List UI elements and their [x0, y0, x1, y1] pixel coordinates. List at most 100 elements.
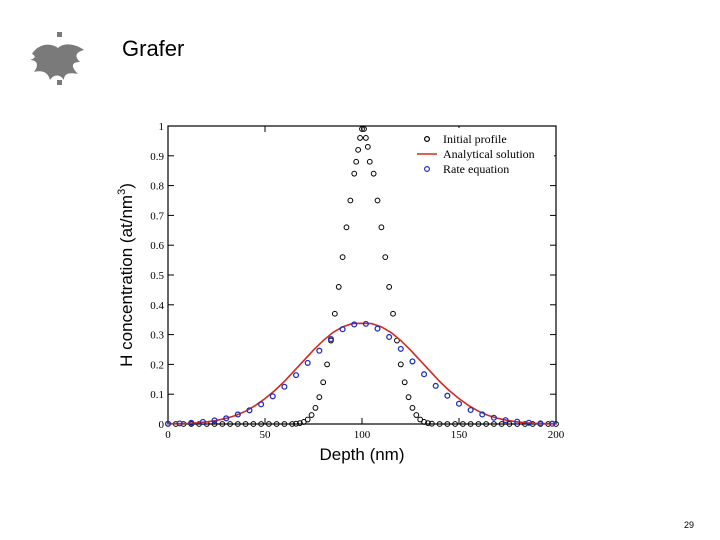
initial-profile-point — [357, 135, 363, 141]
initial-profile-point — [425, 420, 431, 427]
y-tick-label: 0.1 — [150, 389, 164, 401]
rate-equation-point — [281, 383, 288, 390]
initial-profile-point — [347, 197, 354, 204]
y-tick-label: 0.2 — [150, 359, 164, 371]
initial-profile-point — [320, 379, 327, 386]
initial-profile-point — [366, 158, 373, 165]
y-axis-title-superscript: 3 — [116, 189, 128, 195]
initial-profile-point — [293, 420, 299, 427]
legend-label: Initial profile — [443, 132, 507, 146]
y-tick-label: 0.8 — [150, 181, 164, 193]
rate-equation-point — [421, 371, 428, 378]
rate-equation-point — [188, 419, 195, 426]
rate-equation-point — [432, 382, 439, 389]
initial-profile-point — [308, 412, 315, 418]
rate-equation-point — [362, 320, 369, 327]
y-tick-label: 1 — [159, 121, 165, 133]
initial-profile-point — [312, 405, 319, 411]
rate-equation-point — [455, 400, 463, 407]
legend-box — [411, 128, 554, 178]
rate-equation-point — [479, 411, 486, 418]
rate-equation-point — [409, 358, 416, 365]
initial-profile-point — [390, 310, 396, 317]
initial-profile-point — [378, 224, 385, 231]
initial-profile-point — [353, 158, 360, 165]
rate-equation-point — [502, 417, 509, 424]
initial-profile-point — [304, 416, 311, 423]
y-tick-label: 0.3 — [150, 330, 164, 342]
rate-equation-point — [351, 321, 358, 328]
initial-profile-point — [289, 421, 296, 427]
initial-profile-point — [343, 224, 350, 231]
rate-equation-point — [444, 392, 451, 399]
initial-profile-point — [362, 135, 369, 141]
initial-profile-point — [386, 284, 393, 290]
rate-equation-point — [490, 414, 497, 421]
chart-marks — [164, 126, 559, 427]
initial-profile-point — [355, 146, 362, 153]
initial-profile-point — [452, 421, 459, 427]
rate-equation-point — [258, 401, 265, 408]
rate-equation-point — [327, 336, 335, 343]
initial-profile-point — [331, 310, 338, 317]
y-tick-label: 0.4 — [150, 300, 164, 312]
initial-profile-point — [370, 170, 377, 177]
initial-profile-point — [242, 421, 249, 427]
initial-profile-point — [405, 394, 412, 401]
initial-profile-point — [281, 421, 288, 427]
x-tick-label: 100 — [354, 429, 371, 441]
rate-equation-point — [386, 333, 393, 341]
initial-profile-point — [219, 421, 226, 427]
depth-profile-chart: 0 50 100 150 200 0 0.1 0.2 0.3 0.4 0.5 0.6 0.7 0.8 0.9… — [116, 121, 565, 464]
initial-profile-point — [382, 254, 389, 261]
initial-profile-point — [258, 421, 265, 427]
rate-equation-point — [339, 326, 346, 333]
y-tick-label: 0.6 — [150, 240, 164, 252]
rate-equation-point — [525, 419, 532, 426]
initial-profile-point — [459, 421, 466, 427]
rate-equation-point — [467, 406, 474, 414]
university-flame-logo-icon — [30, 32, 84, 85]
legend-label: Rate equation — [443, 162, 509, 176]
slide-title: Grafer — [122, 36, 185, 61]
x-tick-label: 200 — [548, 429, 565, 441]
y-axis-title-main: H concentration (at/nm — [117, 195, 136, 367]
initial-profile-point — [211, 421, 218, 427]
rate-equation-point — [316, 347, 323, 354]
initial-profile-point — [273, 421, 280, 427]
rate-equation-point — [514, 418, 521, 425]
y-tick-label: 0 — [159, 419, 165, 431]
legend-swatch-circle — [424, 165, 431, 172]
chart-ticks: 0 50 100 150 200 0 0.1 0.2 0.3 0.4 0.5 0.6 0.7 0.8 0.9… — [150, 121, 565, 441]
initial-profile-point — [234, 421, 241, 427]
initial-profile-point — [421, 419, 427, 425]
analytical-solution-line — [168, 322, 556, 425]
initial-profile-point — [409, 405, 416, 411]
x-axis-title: Depth (nm) — [319, 445, 404, 464]
initial-profile-point — [483, 421, 490, 427]
y-axis-title: H concentration (at/nm3) — [116, 183, 136, 367]
initial-profile-point — [316, 394, 323, 401]
rate-equation-point — [211, 417, 218, 424]
initial-profile-point — [359, 126, 365, 132]
rate-equation-point — [176, 420, 183, 427]
y-axis-title-close: ) — [117, 183, 136, 189]
initial-profile-point — [444, 421, 451, 427]
y-tick-label: 0.7 — [150, 210, 164, 222]
initial-profile-point — [428, 420, 435, 427]
initial-profile-point — [227, 421, 233, 427]
initial-profile-point — [364, 143, 371, 150]
x-tick-label: 0 — [165, 429, 171, 441]
rate-equation-point — [537, 420, 544, 427]
initial-profile-point — [324, 361, 330, 368]
x-tick-label: 50 — [260, 429, 272, 441]
rate-equation-point — [199, 418, 206, 425]
rate-equation-point — [304, 359, 311, 366]
rate-equation-point — [246, 407, 253, 414]
rate-equation-point — [374, 325, 381, 332]
page-number: 29 — [684, 520, 695, 530]
rate-equation-point — [223, 415, 230, 422]
rate-equation-point — [292, 372, 300, 379]
initial-profile-point — [335, 284, 342, 290]
